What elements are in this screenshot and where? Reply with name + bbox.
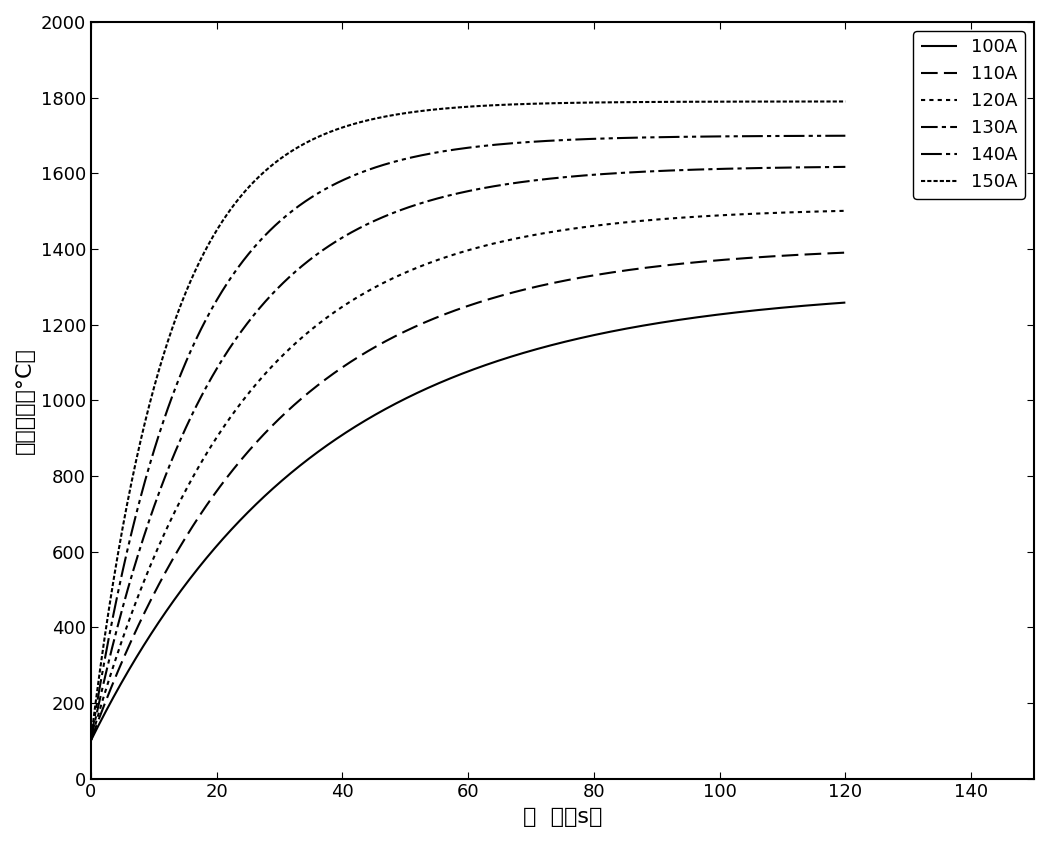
100A <box>602 327 615 337</box>
Line: 100A: 100A <box>91 302 845 741</box>
130A <box>602 168 615 179</box>
Legend: 100A, 110A, 120A, 130A, 140A, 150A: 100A, 110A, 120A, 130A, 140A, 150A <box>914 31 1025 199</box>
100A <box>162 604 174 614</box>
110A <box>85 736 98 746</box>
X-axis label: 时  间（s）: 时 间（s） <box>522 807 602 827</box>
100A <box>672 315 685 325</box>
Line: 120A: 120A <box>91 210 845 741</box>
110A <box>162 563 174 573</box>
140A <box>839 131 852 141</box>
Line: 130A: 130A <box>91 167 845 741</box>
110A <box>686 258 699 268</box>
130A <box>389 207 402 217</box>
120A <box>672 213 685 223</box>
110A <box>416 318 429 328</box>
130A <box>686 165 699 175</box>
150A <box>416 106 429 116</box>
150A <box>686 97 699 107</box>
120A <box>839 205 852 216</box>
Y-axis label: 钛铝温度（°C）: 钛铝温度（°C） <box>15 347 35 454</box>
120A <box>85 736 98 746</box>
150A <box>162 336 174 346</box>
130A <box>839 162 852 172</box>
140A <box>416 150 429 160</box>
140A <box>389 157 402 167</box>
Line: 110A: 110A <box>91 253 845 741</box>
140A <box>686 131 699 141</box>
130A <box>85 736 98 746</box>
140A <box>162 403 174 413</box>
100A <box>85 736 98 746</box>
130A <box>672 165 685 175</box>
110A <box>672 258 685 269</box>
140A <box>672 132 685 142</box>
Line: 140A: 140A <box>91 136 845 741</box>
100A <box>416 385 429 395</box>
100A <box>389 398 402 408</box>
100A <box>839 297 852 307</box>
140A <box>602 133 615 143</box>
110A <box>389 331 402 341</box>
150A <box>839 97 852 107</box>
Line: 150A: 150A <box>91 102 845 741</box>
130A <box>416 198 429 208</box>
150A <box>389 109 402 120</box>
120A <box>416 260 429 270</box>
150A <box>672 97 685 107</box>
120A <box>602 219 615 229</box>
150A <box>602 98 615 108</box>
120A <box>162 521 174 531</box>
110A <box>602 268 615 278</box>
150A <box>85 736 98 746</box>
120A <box>686 212 699 222</box>
100A <box>686 313 699 323</box>
110A <box>839 248 852 258</box>
120A <box>389 272 402 282</box>
130A <box>162 465 174 475</box>
140A <box>85 736 98 746</box>
